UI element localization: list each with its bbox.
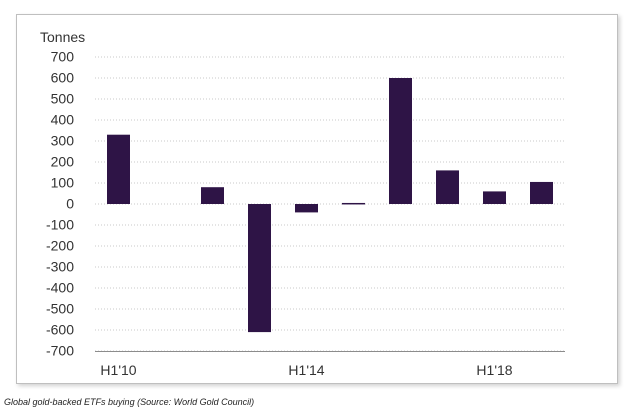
x-tick-label: H1'10 <box>100 362 136 378</box>
y-tick-label: -700 <box>46 343 74 359</box>
y-tick-label: 200 <box>51 154 75 170</box>
bar <box>295 204 318 213</box>
y-axis-label: Tonnes <box>40 29 85 45</box>
bar <box>436 170 459 204</box>
y-tick-label: 400 <box>51 112 75 128</box>
y-tick-label: 700 <box>51 49 75 65</box>
y-tick-label: -600 <box>46 322 74 338</box>
y-tick-label: 0 <box>66 196 74 212</box>
bar <box>483 191 506 204</box>
y-tick-label: -300 <box>46 259 74 275</box>
y-tick-label: 500 <box>51 91 75 107</box>
x-tick-label: H1'18 <box>476 362 512 378</box>
chart-caption: Global gold-backed ETFs buying (Source: … <box>4 397 255 407</box>
bar <box>530 181 553 204</box>
bar <box>342 202 365 205</box>
y-tick-label: 600 <box>51 70 75 86</box>
y-tick-label: -400 <box>46 280 74 296</box>
y-tick-label: 100 <box>51 175 75 191</box>
y-tick-label: -500 <box>46 301 74 317</box>
y-tick-label: 300 <box>51 133 75 149</box>
bar <box>389 78 412 204</box>
y-tick-label: -100 <box>46 217 74 233</box>
bar <box>201 187 224 204</box>
y-tick-label: -200 <box>46 238 74 254</box>
bar <box>248 204 271 333</box>
x-tick-label: H1'14 <box>288 362 324 378</box>
bar <box>107 134 130 204</box>
